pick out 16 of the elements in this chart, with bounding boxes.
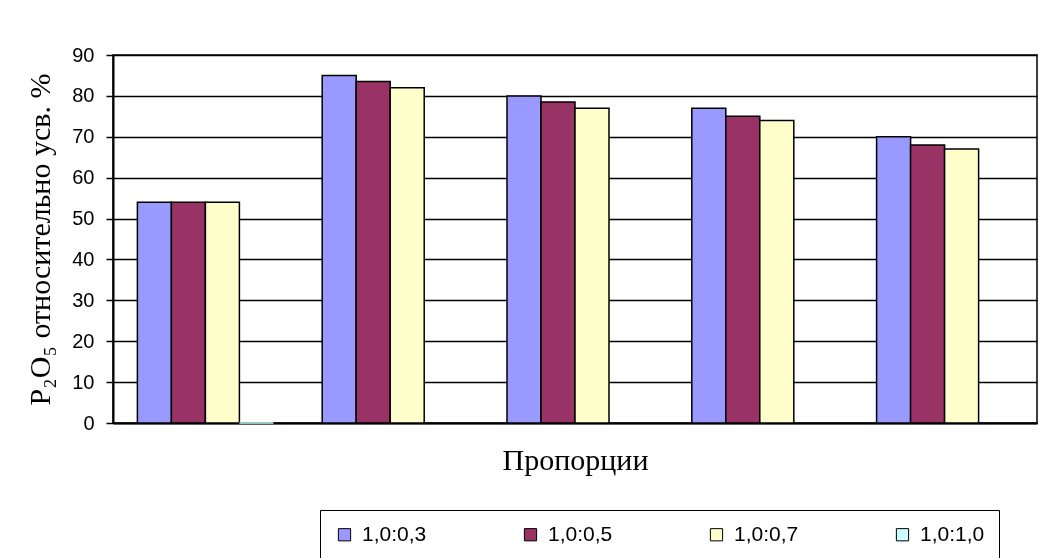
- y-tick-label: 60: [72, 166, 95, 189]
- y-tick-label: 50: [72, 207, 95, 230]
- y-axis-title: P₂O₅ относительно усв. %: [23, 73, 57, 406]
- legend-label: 1,0:0,3: [362, 521, 427, 545]
- y-tick-label: 0: [83, 411, 95, 434]
- x-axis-title: Пропорции: [502, 442, 649, 476]
- legend-label: 1,0:0,7: [734, 521, 799, 545]
- y-tick-label: 30: [72, 288, 95, 311]
- y-tick-label: 90: [72, 43, 95, 66]
- y-tick-label: 20: [72, 329, 95, 352]
- y-tick-label: 80: [72, 84, 95, 107]
- y-tick-label: 10: [72, 370, 95, 393]
- y-tick-label: 70: [72, 125, 95, 148]
- y-tick-label: 40: [72, 247, 95, 270]
- legend-label: 1,0:1,0: [920, 521, 985, 545]
- legend-label: 1,0:0,5: [548, 521, 613, 545]
